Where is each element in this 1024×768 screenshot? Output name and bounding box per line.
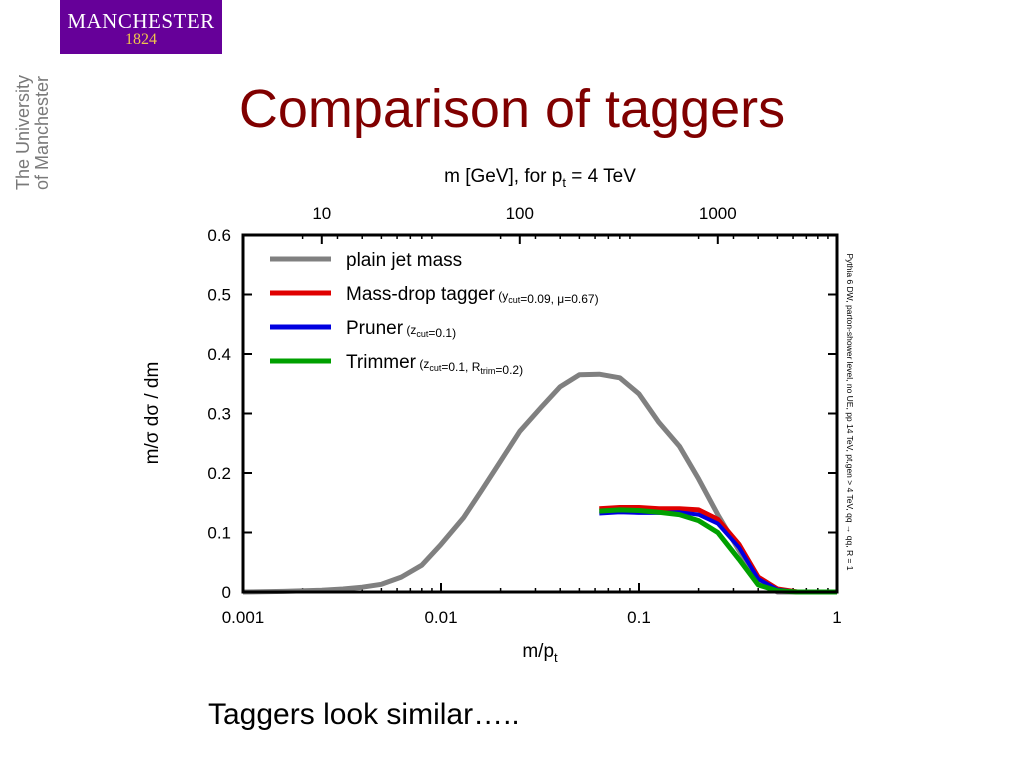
series-line-2 <box>599 505 837 595</box>
series-line-3 <box>599 510 837 594</box>
university-logo: MANCHESTER 1824 <box>60 0 222 54</box>
y-tick-label: 0.6 <box>207 226 231 245</box>
y-tick-label: 0.4 <box>207 345 231 364</box>
y-tick-label: 0.3 <box>207 405 231 424</box>
legend-label: Trimmer (zcut=0.1, Rtrim=0.2) <box>346 352 523 377</box>
x2-tick-label: 10 <box>312 204 331 223</box>
x2-tick-label: 100 <box>506 204 534 223</box>
y-tick-label: 0.2 <box>207 464 231 483</box>
side-note: Pythia 6 DW, parton-shower level, no UE,… <box>845 253 855 570</box>
x-axis-label: m/pt <box>522 641 558 665</box>
x-tick-label: 0.1 <box>627 608 651 627</box>
y-tick-label: 0.1 <box>207 524 231 543</box>
plot-frame <box>241 233 839 594</box>
slide-caption: Taggers look similar….. <box>208 698 520 731</box>
x-tick-label: 1 <box>832 608 841 627</box>
legend-label: plain jet mass <box>346 250 462 271</box>
y-axis-label: m/σ dσ / dm <box>142 362 163 465</box>
x-tick-label: 0.001 <box>222 608 265 627</box>
y-tick-label: 0.5 <box>207 286 231 305</box>
legend-label: Pruner (zcut=0.1) <box>346 318 456 340</box>
logo-wordmark: MANCHESTER <box>67 9 215 33</box>
x2-axis-label: m [GeV], for pt = 4 TeV <box>444 166 636 190</box>
logo-year: 1824 <box>125 31 157 48</box>
legend-label: Mass-drop tagger (ycut=0.09, μ=0.67) <box>346 284 599 306</box>
slide-title: Comparison of taggers <box>238 79 786 139</box>
x2-tick-label: 1000 <box>699 204 737 223</box>
x-tick-label: 0.01 <box>424 608 457 627</box>
y-tick-label: 0 <box>222 583 231 602</box>
